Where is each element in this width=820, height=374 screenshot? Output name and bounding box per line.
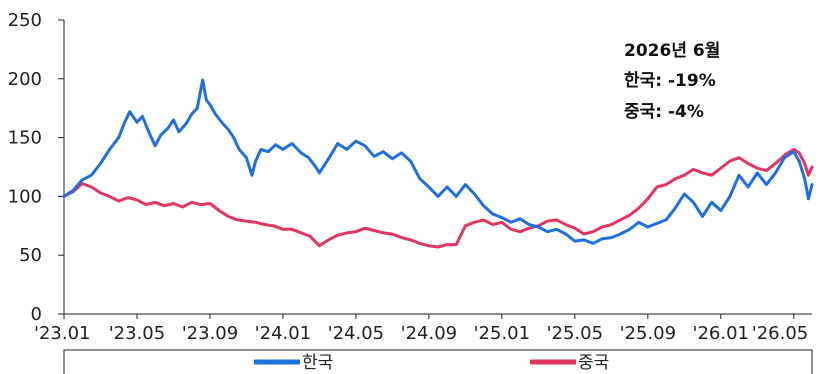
annotation-box: 2026년 6월 한국: -19% 중국: -4%: [624, 41, 720, 122]
x-tick-label: '24.01: [255, 323, 311, 344]
annotation-line-1: 2026년 6월: [624, 41, 720, 61]
legend-label-china: 중국: [578, 353, 609, 373]
y-tick-label: 200: [8, 69, 42, 90]
x-tick-label: '23.05: [109, 323, 165, 344]
y-tick-label: 50: [19, 245, 42, 266]
x-tick-label: '25.09: [620, 323, 676, 344]
x-tick-label: '24.09: [401, 323, 457, 344]
x-tick-label: '25.05: [547, 323, 603, 344]
x-tick-label: '23.09: [182, 323, 238, 344]
annotation-line-3: 중국: -4%: [624, 102, 704, 122]
x-tick-label: '26.05: [752, 323, 808, 344]
y-axis: 0 50 100 150 200 250: [8, 10, 64, 325]
series-line-korea: [62, 78, 814, 245]
legend-frame: [63, 349, 813, 374]
legend: 한국 중국: [63, 349, 813, 374]
series-line-china: [62, 147, 814, 249]
x-tick-label: '26.01: [693, 323, 749, 344]
x-tick-label: '25.01: [474, 323, 530, 344]
y-tick-label: 100: [8, 186, 42, 207]
y-tick-label: 0: [31, 304, 42, 325]
x-tick-label: '24.05: [328, 323, 384, 344]
y-tick-label: 150: [8, 128, 42, 149]
annotation-line-2: 한국: -19%: [624, 71, 716, 91]
x-axis: '23.01 '23.05 '23.09 '24.01 '24.05 '24.09 '25.…: [34, 314, 808, 344]
legend-label-korea: 한국: [302, 353, 333, 373]
x-tick-label: '23.01: [34, 323, 90, 344]
series-group: [62, 78, 814, 249]
y-tick-label: 250: [8, 10, 42, 31]
